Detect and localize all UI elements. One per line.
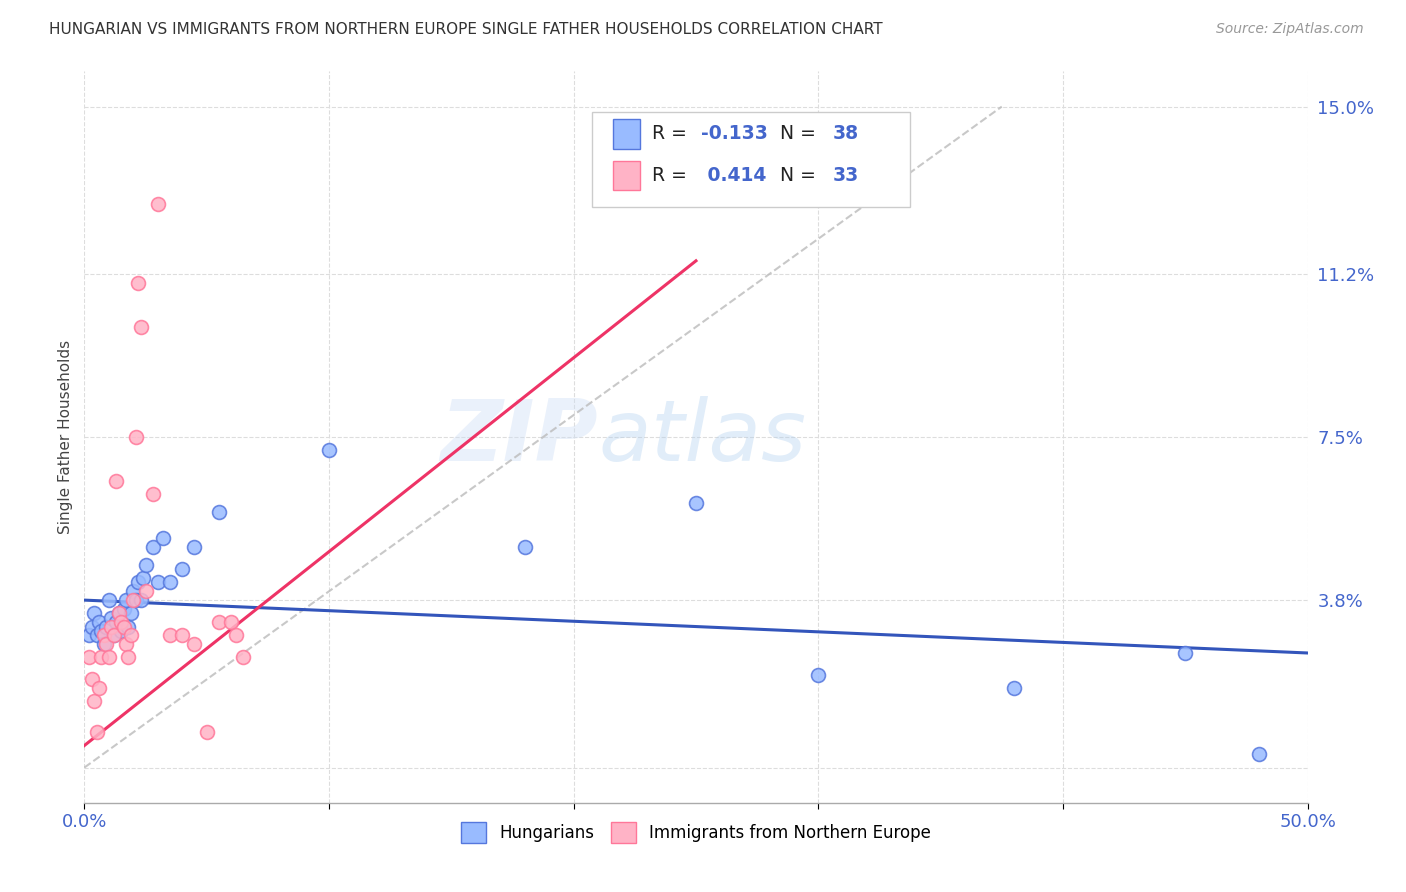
Point	[146, 575, 169, 590]
Point	[232, 650, 254, 665]
Text: N =: N =	[780, 125, 823, 144]
Point	[318, 443, 340, 458]
FancyBboxPatch shape	[592, 112, 910, 207]
Point	[93, 637, 115, 651]
Point	[97, 650, 120, 665]
Point	[103, 628, 125, 642]
Point	[83, 694, 105, 708]
Text: 33: 33	[832, 166, 859, 185]
Point	[122, 593, 145, 607]
Point	[77, 628, 100, 642]
Point	[83, 607, 105, 621]
Point	[146, 196, 169, 211]
Point	[125, 430, 148, 444]
Point	[129, 593, 152, 607]
FancyBboxPatch shape	[613, 120, 640, 149]
FancyBboxPatch shape	[613, 161, 640, 190]
Text: N =: N =	[780, 166, 823, 185]
Point	[87, 681, 110, 696]
Point	[129, 320, 152, 334]
Point	[183, 637, 205, 651]
Point	[208, 615, 231, 629]
Text: 0.414: 0.414	[700, 166, 766, 185]
Text: atlas: atlas	[598, 395, 806, 479]
Point	[77, 650, 100, 665]
Point	[96, 619, 118, 633]
Point	[122, 584, 145, 599]
Point	[183, 540, 205, 554]
Point	[807, 668, 830, 682]
Text: R =: R =	[652, 125, 693, 144]
Point	[132, 571, 155, 585]
Point	[100, 619, 122, 633]
Point	[86, 725, 108, 739]
Point	[159, 575, 181, 590]
Point	[172, 562, 194, 576]
Point	[120, 628, 142, 642]
Point	[225, 628, 247, 642]
Point	[1002, 681, 1025, 696]
Point	[172, 628, 194, 642]
Point	[90, 650, 112, 665]
Legend: Hungarians, Immigrants from Northern Europe: Hungarians, Immigrants from Northern Eur…	[454, 815, 938, 849]
Point	[97, 593, 120, 607]
Point	[115, 593, 138, 607]
Point	[80, 619, 103, 633]
Point	[110, 624, 132, 638]
Point	[117, 650, 139, 665]
Point	[127, 276, 149, 290]
Point	[117, 619, 139, 633]
Point	[142, 487, 165, 501]
Point	[120, 607, 142, 621]
Point	[86, 628, 108, 642]
Point	[105, 474, 128, 488]
Point	[110, 615, 132, 629]
Point	[135, 584, 157, 599]
Point	[107, 607, 129, 621]
Text: 38: 38	[832, 125, 859, 144]
Point	[96, 637, 118, 651]
Point	[107, 607, 129, 621]
Point	[152, 532, 174, 546]
Point	[513, 540, 536, 554]
Point	[80, 673, 103, 687]
Point	[135, 558, 157, 572]
Point	[90, 624, 112, 638]
Point	[195, 725, 218, 739]
Point	[87, 615, 110, 629]
Point	[127, 575, 149, 590]
Text: -0.133: -0.133	[700, 125, 768, 144]
Point	[208, 505, 231, 519]
Point	[125, 593, 148, 607]
Point	[142, 540, 165, 554]
Point	[1174, 646, 1197, 660]
Point	[159, 628, 181, 642]
Point	[1247, 747, 1270, 762]
Point	[219, 615, 242, 629]
Text: Source: ZipAtlas.com: Source: ZipAtlas.com	[1216, 22, 1364, 37]
Point	[103, 628, 125, 642]
Point	[100, 611, 122, 625]
Point	[685, 496, 707, 510]
Y-axis label: Single Father Households: Single Father Households	[58, 340, 73, 534]
Point	[93, 628, 115, 642]
Text: R =: R =	[652, 166, 693, 185]
Point	[112, 619, 135, 633]
Point	[105, 615, 128, 629]
Text: ZIP: ZIP	[440, 395, 598, 479]
Text: HUNGARIAN VS IMMIGRANTS FROM NORTHERN EUROPE SINGLE FATHER HOUSEHOLDS CORRELATIO: HUNGARIAN VS IMMIGRANTS FROM NORTHERN EU…	[49, 22, 883, 37]
Point	[112, 602, 135, 616]
Point	[115, 637, 138, 651]
